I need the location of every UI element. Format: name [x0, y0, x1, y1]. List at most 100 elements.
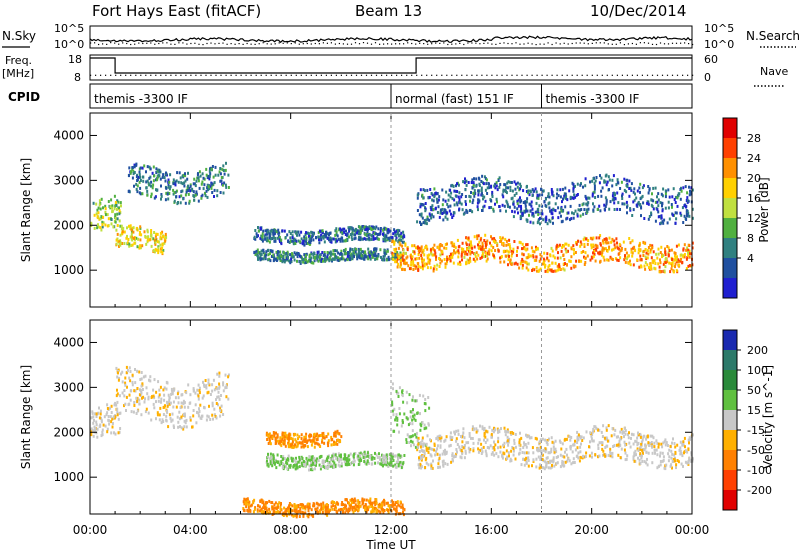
- nave-point: [651, 74, 654, 76]
- data-cell: [494, 186, 497, 190]
- data-cell: [536, 269, 538, 273]
- data-cell: [525, 200, 528, 204]
- data-cell: [645, 257, 648, 261]
- data-cell: [367, 255, 370, 259]
- nave-point: [250, 74, 252, 76]
- data-cell: [285, 258, 288, 262]
- data-cell: [257, 257, 259, 261]
- data-cell: [328, 251, 330, 255]
- data-cell: [396, 251, 399, 255]
- data-cell: [643, 217, 646, 220]
- data-cell: [104, 210, 107, 214]
- data-cell: [504, 237, 507, 241]
- data-cell: [212, 378, 215, 382]
- data-cell: [335, 227, 338, 231]
- data-cell: [532, 253, 535, 257]
- data-cell: [272, 232, 275, 236]
- data-cell: [512, 215, 515, 219]
- data-cell: [139, 388, 141, 392]
- data-cell: [393, 228, 396, 232]
- data-cell: [691, 246, 694, 250]
- data-cell: [335, 441, 338, 445]
- data-cell: [580, 442, 582, 446]
- data-cell: [427, 463, 430, 467]
- data-cell: [337, 463, 340, 467]
- data-cell: [402, 420, 404, 424]
- data-cell: [421, 267, 424, 271]
- data-cell: [478, 177, 481, 181]
- data-cell: [431, 213, 433, 217]
- data-cell: [619, 256, 622, 260]
- data-cell: [428, 406, 431, 410]
- data-cell: [682, 221, 685, 224]
- data-cell: [374, 227, 377, 231]
- data-cell: [394, 418, 397, 422]
- data-cell: [129, 235, 132, 239]
- data-cell: [624, 254, 626, 258]
- nsearch-point: [318, 43, 320, 45]
- data-cell: [351, 257, 354, 261]
- data-cell: [524, 200, 527, 204]
- data-cell: [346, 258, 349, 262]
- data-cell: [414, 445, 417, 449]
- data-cell: [465, 236, 468, 240]
- data-cell: [259, 236, 262, 240]
- data-cell: [413, 244, 416, 248]
- data-cell: [632, 263, 635, 267]
- data-cell: [157, 246, 160, 250]
- data-cell: [276, 435, 279, 439]
- data-cell: [418, 246, 421, 250]
- data-cell: [266, 438, 269, 441]
- data-cell: [191, 425, 194, 429]
- data-cell: [669, 444, 672, 448]
- data-cell: [270, 255, 273, 258]
- data-cell: [504, 433, 507, 437]
- data-cell: [398, 412, 401, 416]
- data-cell: [310, 237, 312, 241]
- data-cell: [634, 249, 637, 253]
- data-cell: [208, 174, 211, 178]
- data-cell: [587, 207, 590, 211]
- data-cell: [268, 438, 271, 442]
- data-cell: [577, 456, 580, 460]
- data-cell: [457, 245, 460, 249]
- data-cell: [587, 239, 590, 242]
- data-cell: [382, 454, 385, 458]
- data-cell: [346, 237, 349, 241]
- data-cell: [196, 410, 198, 414]
- data-cell: [359, 232, 362, 236]
- data-cell: [679, 449, 682, 453]
- data-cell: [140, 391, 143, 394]
- nsearch-point: [262, 42, 264, 44]
- data-cell: [482, 247, 485, 251]
- data-cell: [324, 259, 327, 263]
- data-cell: [481, 241, 484, 245]
- data-cell: [163, 398, 166, 402]
- data-cell: [417, 253, 420, 256]
- nave-point: [551, 74, 553, 76]
- data-cell: [584, 184, 587, 188]
- data-cell: [527, 441, 530, 445]
- nave-point: [205, 74, 207, 76]
- data-cell: [619, 456, 622, 460]
- data-cell: [444, 265, 447, 269]
- data-cell: [348, 458, 351, 462]
- data-cell: [203, 183, 206, 187]
- data-cell: [176, 171, 179, 175]
- data-cell: [610, 257, 613, 261]
- data-cell: [222, 389, 225, 393]
- data-cell: [360, 237, 363, 241]
- data-cell: [391, 403, 394, 407]
- data-cell: [686, 214, 689, 218]
- data-cell: [409, 254, 412, 258]
- data-cell: [321, 235, 324, 239]
- data-cell: [219, 406, 222, 410]
- data-cell: [177, 390, 180, 394]
- data-cell: [308, 434, 311, 438]
- freq-traces: [90, 57, 694, 76]
- data-cell: [253, 235, 256, 239]
- nsearch-point: [198, 43, 200, 45]
- data-cell: [423, 264, 426, 268]
- data-cell: [672, 213, 675, 217]
- data-cell: [480, 255, 483, 259]
